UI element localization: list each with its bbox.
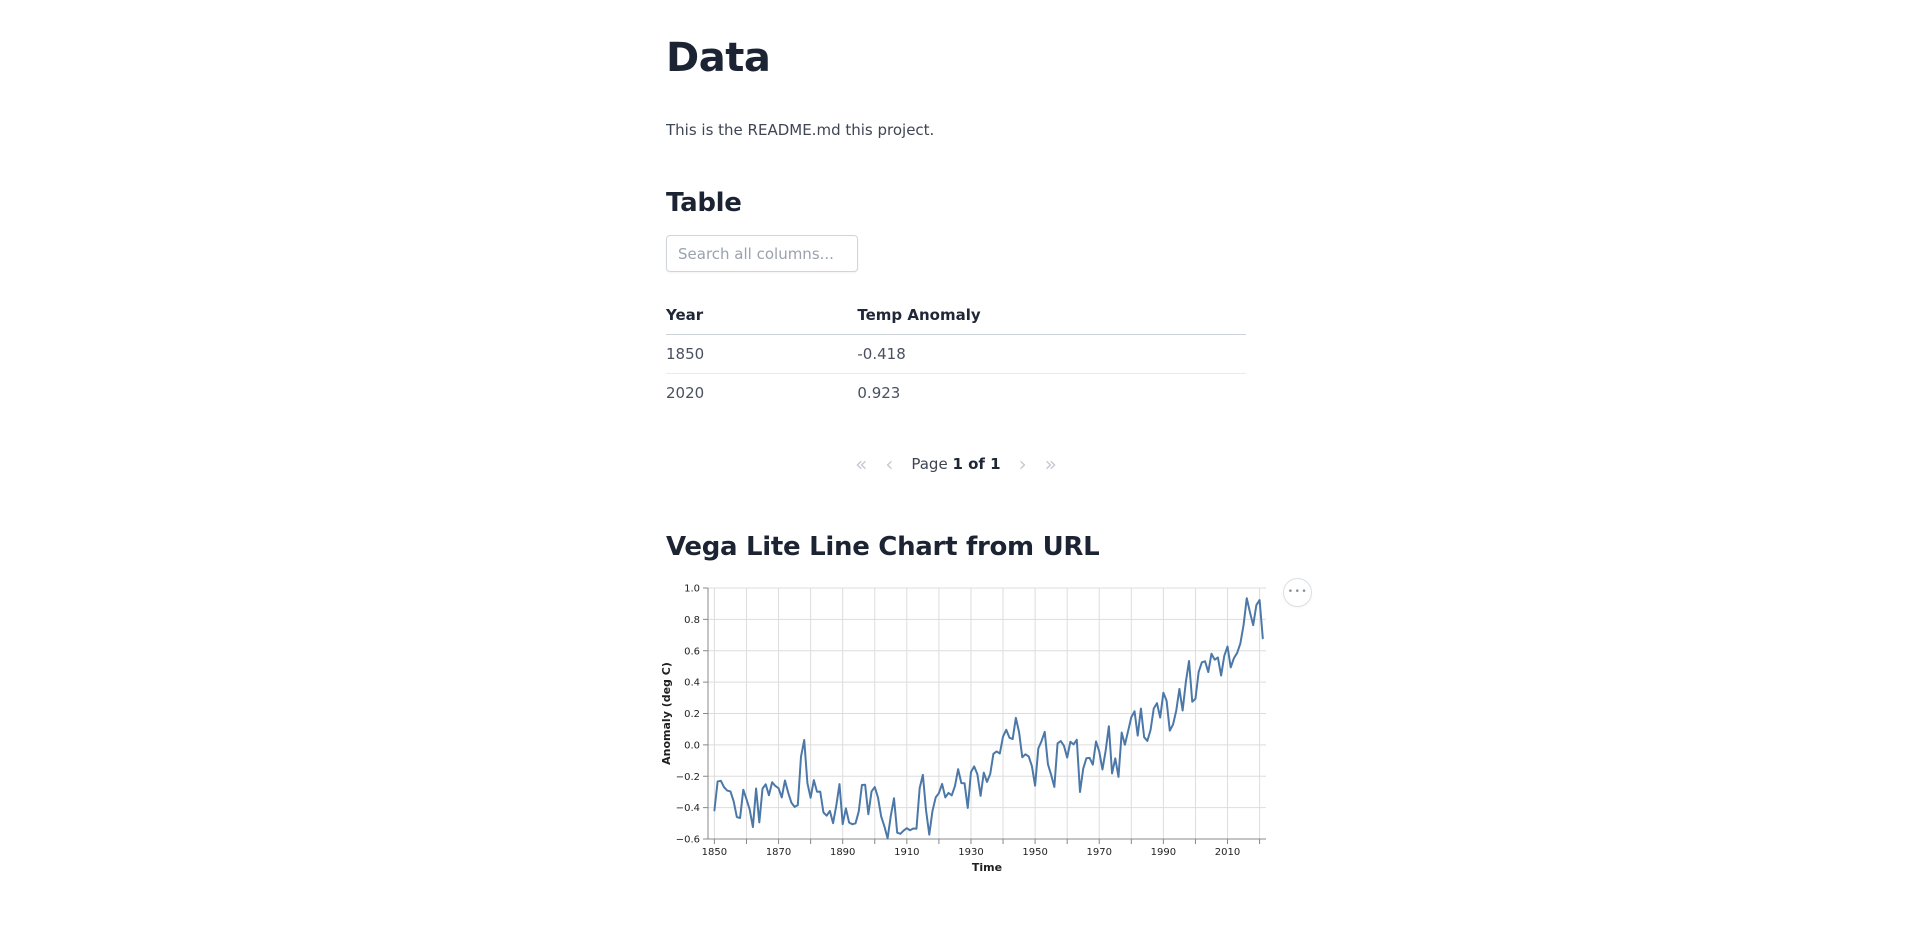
- svg-text:0.2: 0.2: [684, 709, 700, 720]
- svg-text:1970: 1970: [1087, 847, 1112, 858]
- svg-text:1870: 1870: [766, 847, 791, 858]
- table-header-row: Year Temp Anomaly: [666, 300, 1246, 335]
- svg-text:1930: 1930: [958, 847, 983, 858]
- page-title: Data: [666, 35, 771, 81]
- svg-text:0.8: 0.8: [684, 615, 700, 626]
- last-page-button[interactable]: »: [1044, 452, 1057, 476]
- ellipsis-icon: •••: [1287, 587, 1309, 597]
- first-page-button[interactable]: «: [855, 452, 868, 476]
- svg-text:0.0: 0.0: [684, 740, 700, 751]
- page-indicator: Page 1 of 1: [911, 455, 1000, 473]
- svg-text:−0.6: −0.6: [676, 835, 700, 846]
- previous-page-button[interactable]: ‹: [885, 452, 894, 476]
- svg-text:1850: 1850: [702, 847, 727, 858]
- page-value: 1 of 1: [952, 455, 1001, 473]
- column-header-year[interactable]: Year: [666, 300, 858, 335]
- svg-text:1.0: 1.0: [684, 584, 700, 595]
- cell-year: 2020: [666, 384, 705, 402]
- search-input[interactable]: [666, 235, 858, 272]
- temp-anomaly-line: [713, 597, 1264, 840]
- page-label: Page: [911, 455, 948, 473]
- cell-year: 1850: [666, 334, 858, 374]
- svg-text:1890: 1890: [830, 847, 855, 858]
- svg-text:1990: 1990: [1151, 847, 1176, 858]
- axes: [703, 587, 1266, 844]
- next-page-button[interactable]: ›: [1018, 452, 1027, 476]
- svg-text:1910: 1910: [894, 847, 919, 858]
- main-content: Data This is the README.md this project.…: [660, 0, 1312, 902]
- table-row: 2020 0.923: [666, 374, 1246, 413]
- svg-text:−0.4: −0.4: [676, 803, 700, 814]
- svg-text:2010: 2010: [1215, 847, 1240, 858]
- data-table: Year Temp Anomaly 1850 -0.418 2020 0.923: [666, 300, 1246, 412]
- svg-text:0.6: 0.6: [684, 646, 700, 657]
- cell-temp-anomaly: -0.418: [857, 334, 1246, 374]
- svg-text:1950: 1950: [1022, 847, 1047, 858]
- column-header-temp-anomaly[interactable]: Temp Anomaly: [857, 300, 1246, 335]
- svg-text:0.4: 0.4: [684, 678, 700, 689]
- gridlines: [708, 587, 1266, 840]
- table-row: 1850 -0.418: [666, 334, 1246, 374]
- x-axis-title: Time: [972, 861, 1002, 874]
- svg-text:−0.2: −0.2: [676, 772, 700, 783]
- pagination: « ‹ Page 1 of 1 › »: [666, 452, 1246, 476]
- y-axis-title: Anomaly (deg C): [660, 662, 673, 765]
- cell-temp-anomaly: 0.923: [857, 384, 901, 402]
- chart-actions-button[interactable]: •••: [1283, 578, 1312, 607]
- intro-paragraph: This is the README.md this project.: [666, 121, 935, 139]
- table-section-heading: Table: [666, 188, 742, 218]
- line-chart-container: 1850 1870 1890 1910 1930 1950 1970 1990 2010 −0.6…: [660, 572, 1312, 902]
- line-chart[interactable]: 1850 1870 1890 1910 1930 1950 1970 1990 2010 −0.6…: [660, 572, 1320, 892]
- axis-labels: 1850 1870 1890 1910 1930 1950 1970 1990 2010 −0.6…: [660, 584, 1240, 875]
- chart-section-heading: Vega Lite Line Chart from URL: [666, 532, 1100, 562]
